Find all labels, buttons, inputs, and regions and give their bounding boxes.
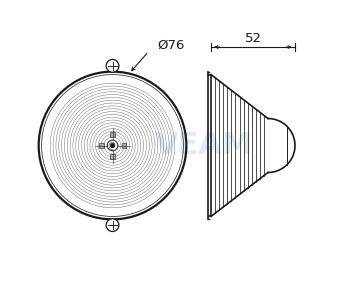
Text: VEAM: VEAM	[154, 131, 253, 160]
Circle shape	[106, 59, 119, 72]
Circle shape	[107, 140, 118, 151]
Circle shape	[106, 219, 119, 232]
Text: Ø76: Ø76	[158, 39, 185, 52]
Bar	[121, 143, 125, 148]
Bar	[99, 143, 103, 148]
Circle shape	[110, 143, 115, 148]
Text: 52: 52	[244, 32, 262, 45]
Bar	[111, 132, 115, 136]
Bar	[111, 155, 115, 159]
